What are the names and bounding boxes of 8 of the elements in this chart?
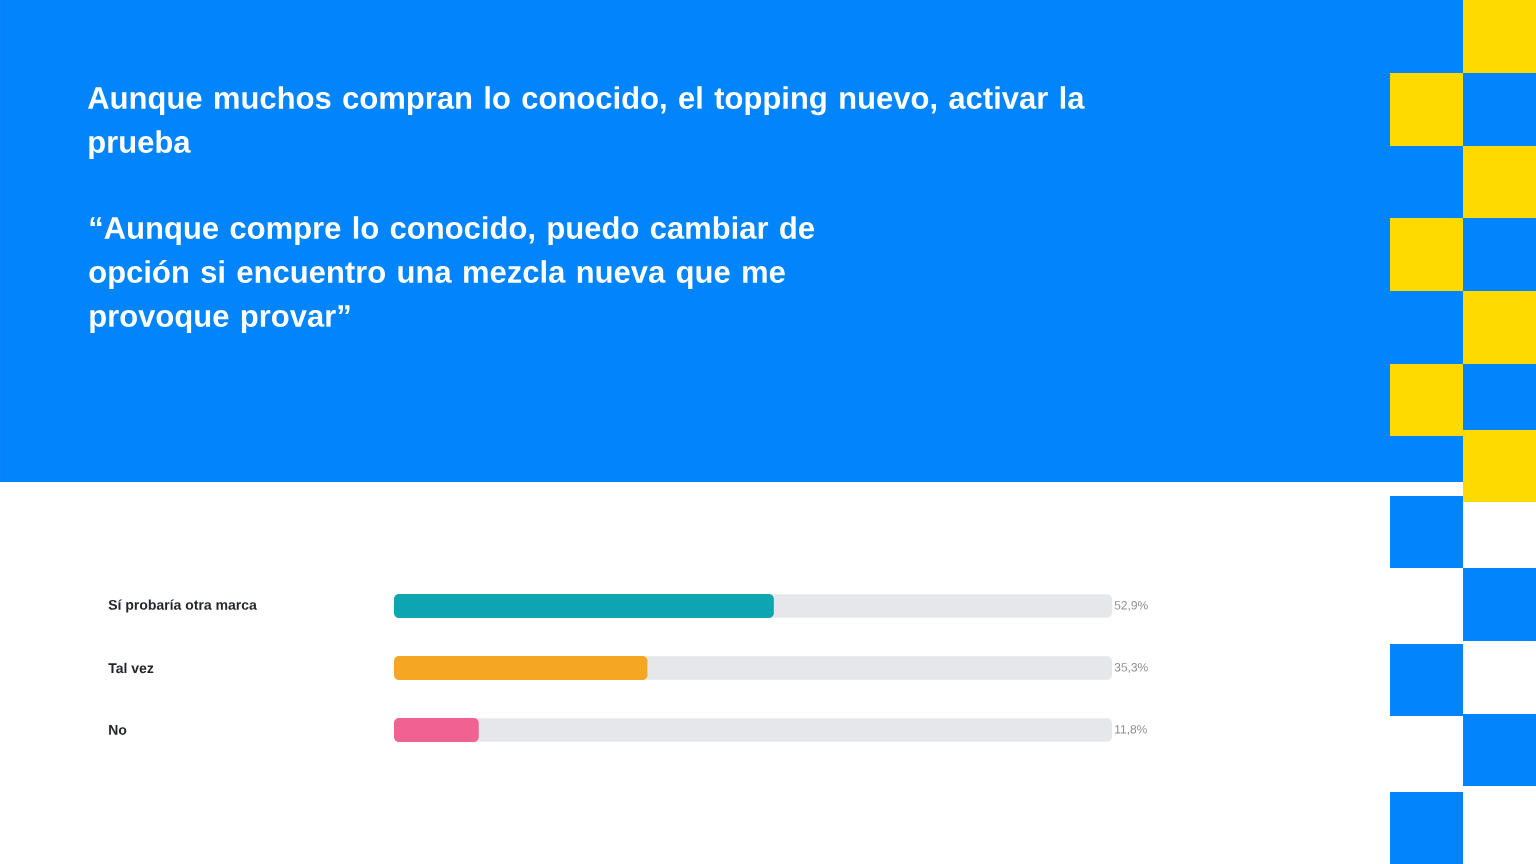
data-label: 11,8% — [1115, 725, 1147, 735]
chart-subtitle: “Aunque compre lo conocido, puedo cambiar de opción si encuentro una mezcla nueva que me provoque provar” — [89, 216, 815, 334]
data-label: 52,9% — [1114, 601, 1148, 611]
data-label: 35,3% — [1114, 663, 1148, 673]
y-tick-label: Tal vez — [108, 662, 154, 674]
y-tick-label: Sí probaría otra marca — [108, 599, 257, 613]
y-tick-label: No — [109, 725, 127, 735]
chart-title: Aunque muchos compran lo conocido, el topping nuevo, activar la prueba — [87, 86, 1085, 160]
